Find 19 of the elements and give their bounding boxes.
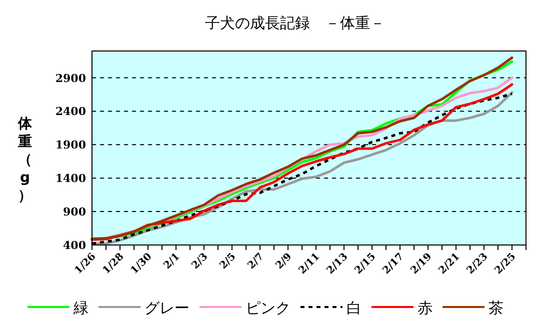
x-tick-label: 2/7 bbox=[246, 251, 266, 272]
legend-label: グレー bbox=[144, 299, 190, 317]
y-tick-label: 1900 bbox=[55, 138, 86, 152]
legend-label: 緑 bbox=[72, 299, 88, 317]
x-tick-label: 2/3 bbox=[190, 251, 210, 272]
legend-label: 赤 bbox=[418, 299, 432, 317]
y-tick-label: 400 bbox=[63, 239, 86, 252]
chart-title: 子犬の成長記録 －体重－ bbox=[205, 14, 385, 32]
legend-label: 白 bbox=[346, 299, 362, 317]
y-axis-title: 体重（g） bbox=[17, 116, 33, 204]
y-tick-label: 2900 bbox=[55, 72, 86, 85]
y-tick-label: 1400 bbox=[55, 172, 86, 186]
y-tick-label: 2400 bbox=[55, 105, 86, 118]
y-tick-label: 900 bbox=[63, 206, 86, 219]
x-tick-label: 2/9 bbox=[274, 251, 294, 272]
x-tick-label: 2/5 bbox=[218, 251, 238, 272]
x-tick-label: 2/1 bbox=[162, 251, 182, 272]
legend-label: 茶 bbox=[488, 299, 504, 317]
legend-label: ピンク bbox=[246, 299, 290, 317]
